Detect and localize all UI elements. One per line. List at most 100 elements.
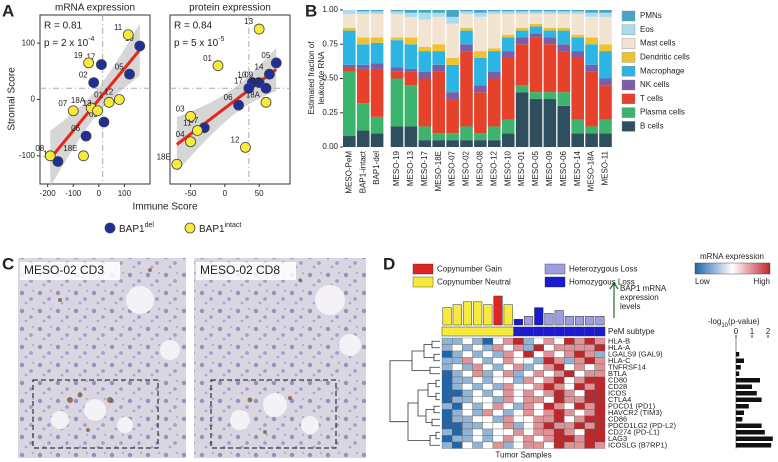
heatmap-cell [523,337,534,345]
heatmap-cell [472,435,483,443]
heatmap-cell [574,350,585,358]
legend-label: Macrophage [640,66,685,75]
bar [736,378,760,383]
heatmap-cell [492,370,504,378]
color-scale [694,262,771,275]
heatmap-cell [594,415,606,423]
stat-r: R = 0.84 [174,21,213,32]
heatmap-cell [452,415,463,423]
expression-bar [442,307,452,326]
bar-segment [418,78,432,127]
row-label: PDCD1 (PD1) [608,402,656,411]
heatmap-cell [502,337,514,345]
heatmap-cell [492,435,504,443]
x-tick-label: MESO-11 [601,150,610,185]
heatmap-cell [513,344,524,352]
subtype-cell [523,327,534,336]
heatmap-cell [472,441,483,449]
heatmap-cell [564,441,575,449]
heatmap-cell [462,409,473,417]
heatmap-cell [513,435,524,443]
heatmap-cell [513,383,524,391]
bar-segment [390,78,404,127]
bar-segment [404,126,418,147]
heatmap-cell [533,396,545,404]
bar-segment [418,71,432,79]
heatmap-cell [492,409,504,417]
point [78,150,89,162]
heatmap-cell [492,441,504,449]
point [122,29,134,41]
x-tick-label: 0 [97,189,102,198]
point [243,82,255,94]
point [98,116,110,128]
legend-swatch [621,38,636,49]
label-bg [196,262,296,280]
bar-segment [571,14,584,35]
point-label: 09 [244,71,253,80]
inset-box [32,379,159,449]
heatmap-cell [564,389,575,397]
bar-segment [446,64,459,93]
bar-segment [571,119,584,134]
point-label: 06 [224,93,233,102]
bar-segment [390,37,404,41]
bar-segment [501,57,515,120]
point-label: 12 [104,88,113,97]
heatmap-cell [462,441,473,449]
heatmap-cell [482,376,494,384]
heatmap-cell [441,383,453,391]
heatmap-cell [564,357,575,365]
bar-segment [515,30,529,38]
heatmap-cell [502,350,514,358]
heatmap-cell [533,441,545,449]
heatmap-cell [502,383,514,391]
annotation: levels [620,302,640,311]
bar-segment [529,11,543,15]
heatmap-cell [462,428,473,436]
legend-label: Eos [640,25,654,34]
heatmap-cell [594,357,606,365]
heatmap-cell [513,363,524,371]
bar-segment [432,64,445,72]
bar-segment [460,30,473,45]
heatmap-cell [523,389,534,397]
heatmap-cell [513,409,524,417]
bar-segment [488,71,501,79]
heatmap-cell [472,337,483,345]
bar-segment [460,14,473,28]
heatmap-cell [523,370,534,378]
bar-segment [585,126,598,134]
point-label: 11 [114,23,123,32]
point [134,40,146,52]
heatmap-cell [452,422,463,430]
heatmap-cell [533,370,545,378]
y-axis-title: Estimated fraction of [307,41,316,115]
bar-segment [515,37,529,45]
bar-segment [501,14,515,35]
bar-segment [501,11,515,15]
heatmap-cell [482,363,494,371]
bar-segment [557,92,571,106]
heatmap-cell [492,383,504,391]
heatmap-cell [462,376,473,384]
heatmap-cell [553,376,565,384]
y-tick-label: 0.75 [322,39,338,48]
bar-segment [585,10,598,13]
heatmap-cell [452,337,463,345]
legend-name: BAP1 [119,224,145,235]
heatmap-cell [482,357,494,365]
heatmap-cell [492,344,504,352]
expression-bar [462,301,473,326]
point [260,96,272,108]
bar-segment [599,85,612,120]
bar [736,352,740,357]
point [171,158,183,170]
heatmap-cell [502,370,514,378]
point-label: 01 [94,90,103,99]
bar-segment [418,46,432,52]
heatmap-cell [574,435,585,443]
point-label: 08 [35,144,44,153]
bar-segment [474,57,487,86]
heatmap-cell [462,396,473,404]
